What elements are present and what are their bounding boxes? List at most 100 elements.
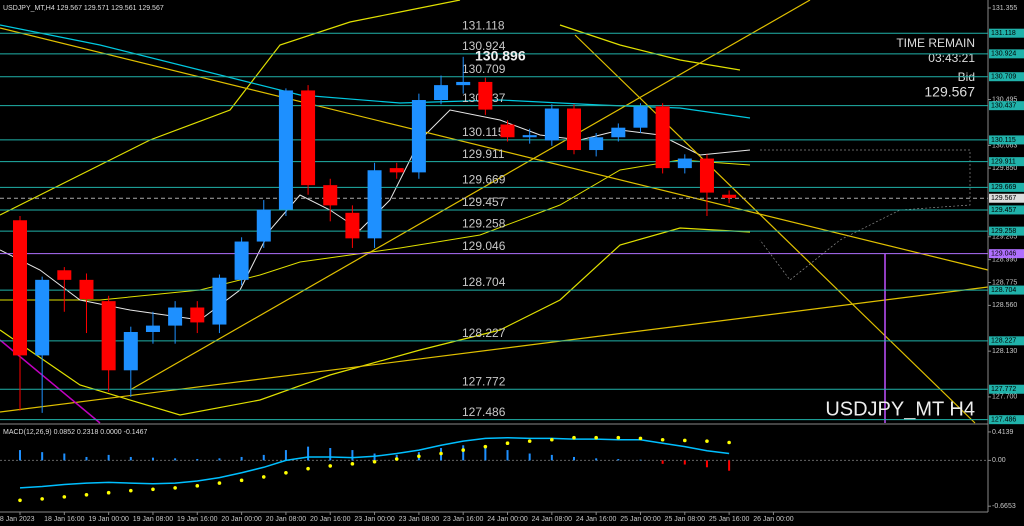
signal-dot	[261, 475, 266, 479]
level-box-label: 130.709	[991, 74, 1016, 81]
x-tick-label: 19 Jan 08:00	[133, 516, 174, 523]
macd-bar	[129, 456, 132, 461]
y-tick-label: 0.00	[992, 457, 1006, 464]
y-tick-label: 128.990	[992, 256, 1017, 263]
candle-body	[123, 331, 138, 371]
level-label: 128.227	[462, 326, 506, 340]
level-box-label: 131.118	[991, 30, 1016, 37]
macd-bar	[617, 459, 620, 461]
candle-body	[589, 137, 604, 151]
y-tick-label: 130.063	[992, 142, 1017, 149]
candle-body	[57, 270, 72, 280]
macd-line	[19, 436, 730, 489]
level-box-label: 129.258	[991, 228, 1016, 235]
level-box	[989, 101, 1024, 111]
candle-body	[234, 241, 249, 280]
macd-bar	[284, 450, 287, 461]
signal-dot	[439, 451, 443, 456]
signal-dot	[505, 441, 510, 446]
y-tick-label: 130.495	[992, 96, 1017, 103]
y-tick-label: 129.205	[992, 234, 1017, 241]
level-box	[989, 72, 1024, 82]
candle-body	[13, 220, 27, 356]
macd-bar	[639, 459, 642, 461]
x-tick-label: 25 Jan 08:00	[665, 516, 706, 523]
candle-body	[699, 158, 714, 193]
x-tick-label: 18 Jan 2023	[0, 516, 35, 523]
level-label: 128.704	[462, 275, 506, 289]
level-label: 129.457	[462, 195, 506, 209]
candle-body	[323, 185, 338, 206]
macd-bar	[705, 460, 708, 468]
signal-dot	[62, 495, 67, 499]
candle-body	[256, 209, 271, 242]
y-tick-label: 128.130	[992, 348, 1017, 355]
candle-body	[544, 108, 559, 141]
macd-bar	[151, 457, 154, 461]
bollinger-lower	[0, 227, 751, 416]
y-tick-label: 127.700	[992, 394, 1017, 401]
level-label: 130.115	[462, 125, 505, 139]
macd-bar	[728, 460, 731, 471]
macd-bar	[595, 458, 598, 461]
x-tick-label: 24 Jan 16:00	[576, 516, 617, 523]
candle-body	[677, 158, 692, 169]
macd-bar	[462, 445, 465, 461]
level-label: 127.486	[462, 405, 506, 419]
candle-body	[168, 307, 183, 326]
x-tick-label: 19 Jan 00:00	[88, 516, 129, 523]
macd-bar	[484, 446, 487, 461]
candle-body	[367, 170, 382, 239]
candle-body	[567, 108, 581, 151]
watermark: USDJPY_MT H4	[825, 398, 975, 420]
x-tick-label: 20 Jan 08:00	[266, 516, 307, 523]
signal-dot	[173, 486, 177, 490]
signal-dot	[616, 435, 621, 440]
candle-body	[301, 90, 316, 186]
macd-bar	[19, 450, 21, 461]
signal-dot	[350, 462, 355, 466]
bid-value: 129.567	[924, 84, 975, 100]
signal-dot	[550, 437, 554, 442]
level-box	[989, 157, 1024, 167]
signal-dot	[372, 459, 377, 464]
x-tick-label: 25 Jan 16:00	[709, 516, 750, 523]
macd-bar	[174, 458, 177, 461]
y-tick-label: 0.4139	[992, 429, 1014, 436]
x-tick-label: 25 Jan 00:00	[620, 516, 661, 523]
macd-bar	[196, 459, 199, 461]
level-box	[989, 226, 1024, 236]
macd-bar	[506, 450, 509, 461]
x-tick-label: 20 Jan 00:00	[221, 516, 262, 523]
level-box-label: 127.772	[991, 386, 1016, 393]
level-box-label: 129.457	[991, 207, 1016, 214]
level-label: 127.772	[462, 374, 506, 388]
candle-body	[611, 127, 626, 138]
candle-body	[101, 301, 116, 371]
candle-body	[190, 307, 205, 323]
x-tick-label: 23 Jan 00:00	[354, 516, 395, 523]
macd-bar	[107, 454, 110, 461]
y-tick-label: 129.850	[992, 165, 1017, 172]
signal-dot	[328, 464, 333, 468]
macd-bar	[573, 456, 575, 461]
macd-bar	[262, 454, 265, 461]
level-label: 131.118	[462, 18, 505, 32]
level-label: 129.669	[462, 173, 506, 187]
signal-dot	[40, 497, 44, 501]
macd-bar	[85, 456, 88, 461]
signal-dot	[217, 481, 222, 485]
level-box-label: 128.704	[991, 287, 1016, 294]
macd-bar	[661, 460, 664, 464]
level-box-label: 130.437	[991, 103, 1016, 110]
level-label: 129.911	[462, 147, 505, 161]
macd-title: MACD(12,26,9) 0.0852 0.2318 0.0000 -0.14…	[3, 429, 147, 436]
level-box-label: 129.911	[991, 158, 1016, 165]
y-tick-label: 131.355	[992, 5, 1017, 12]
signal-dot	[461, 448, 466, 452]
level-label: 129.258	[462, 216, 506, 230]
level-label: 130.709	[462, 62, 506, 76]
candle-body	[145, 325, 160, 332]
level-box	[989, 135, 1024, 145]
